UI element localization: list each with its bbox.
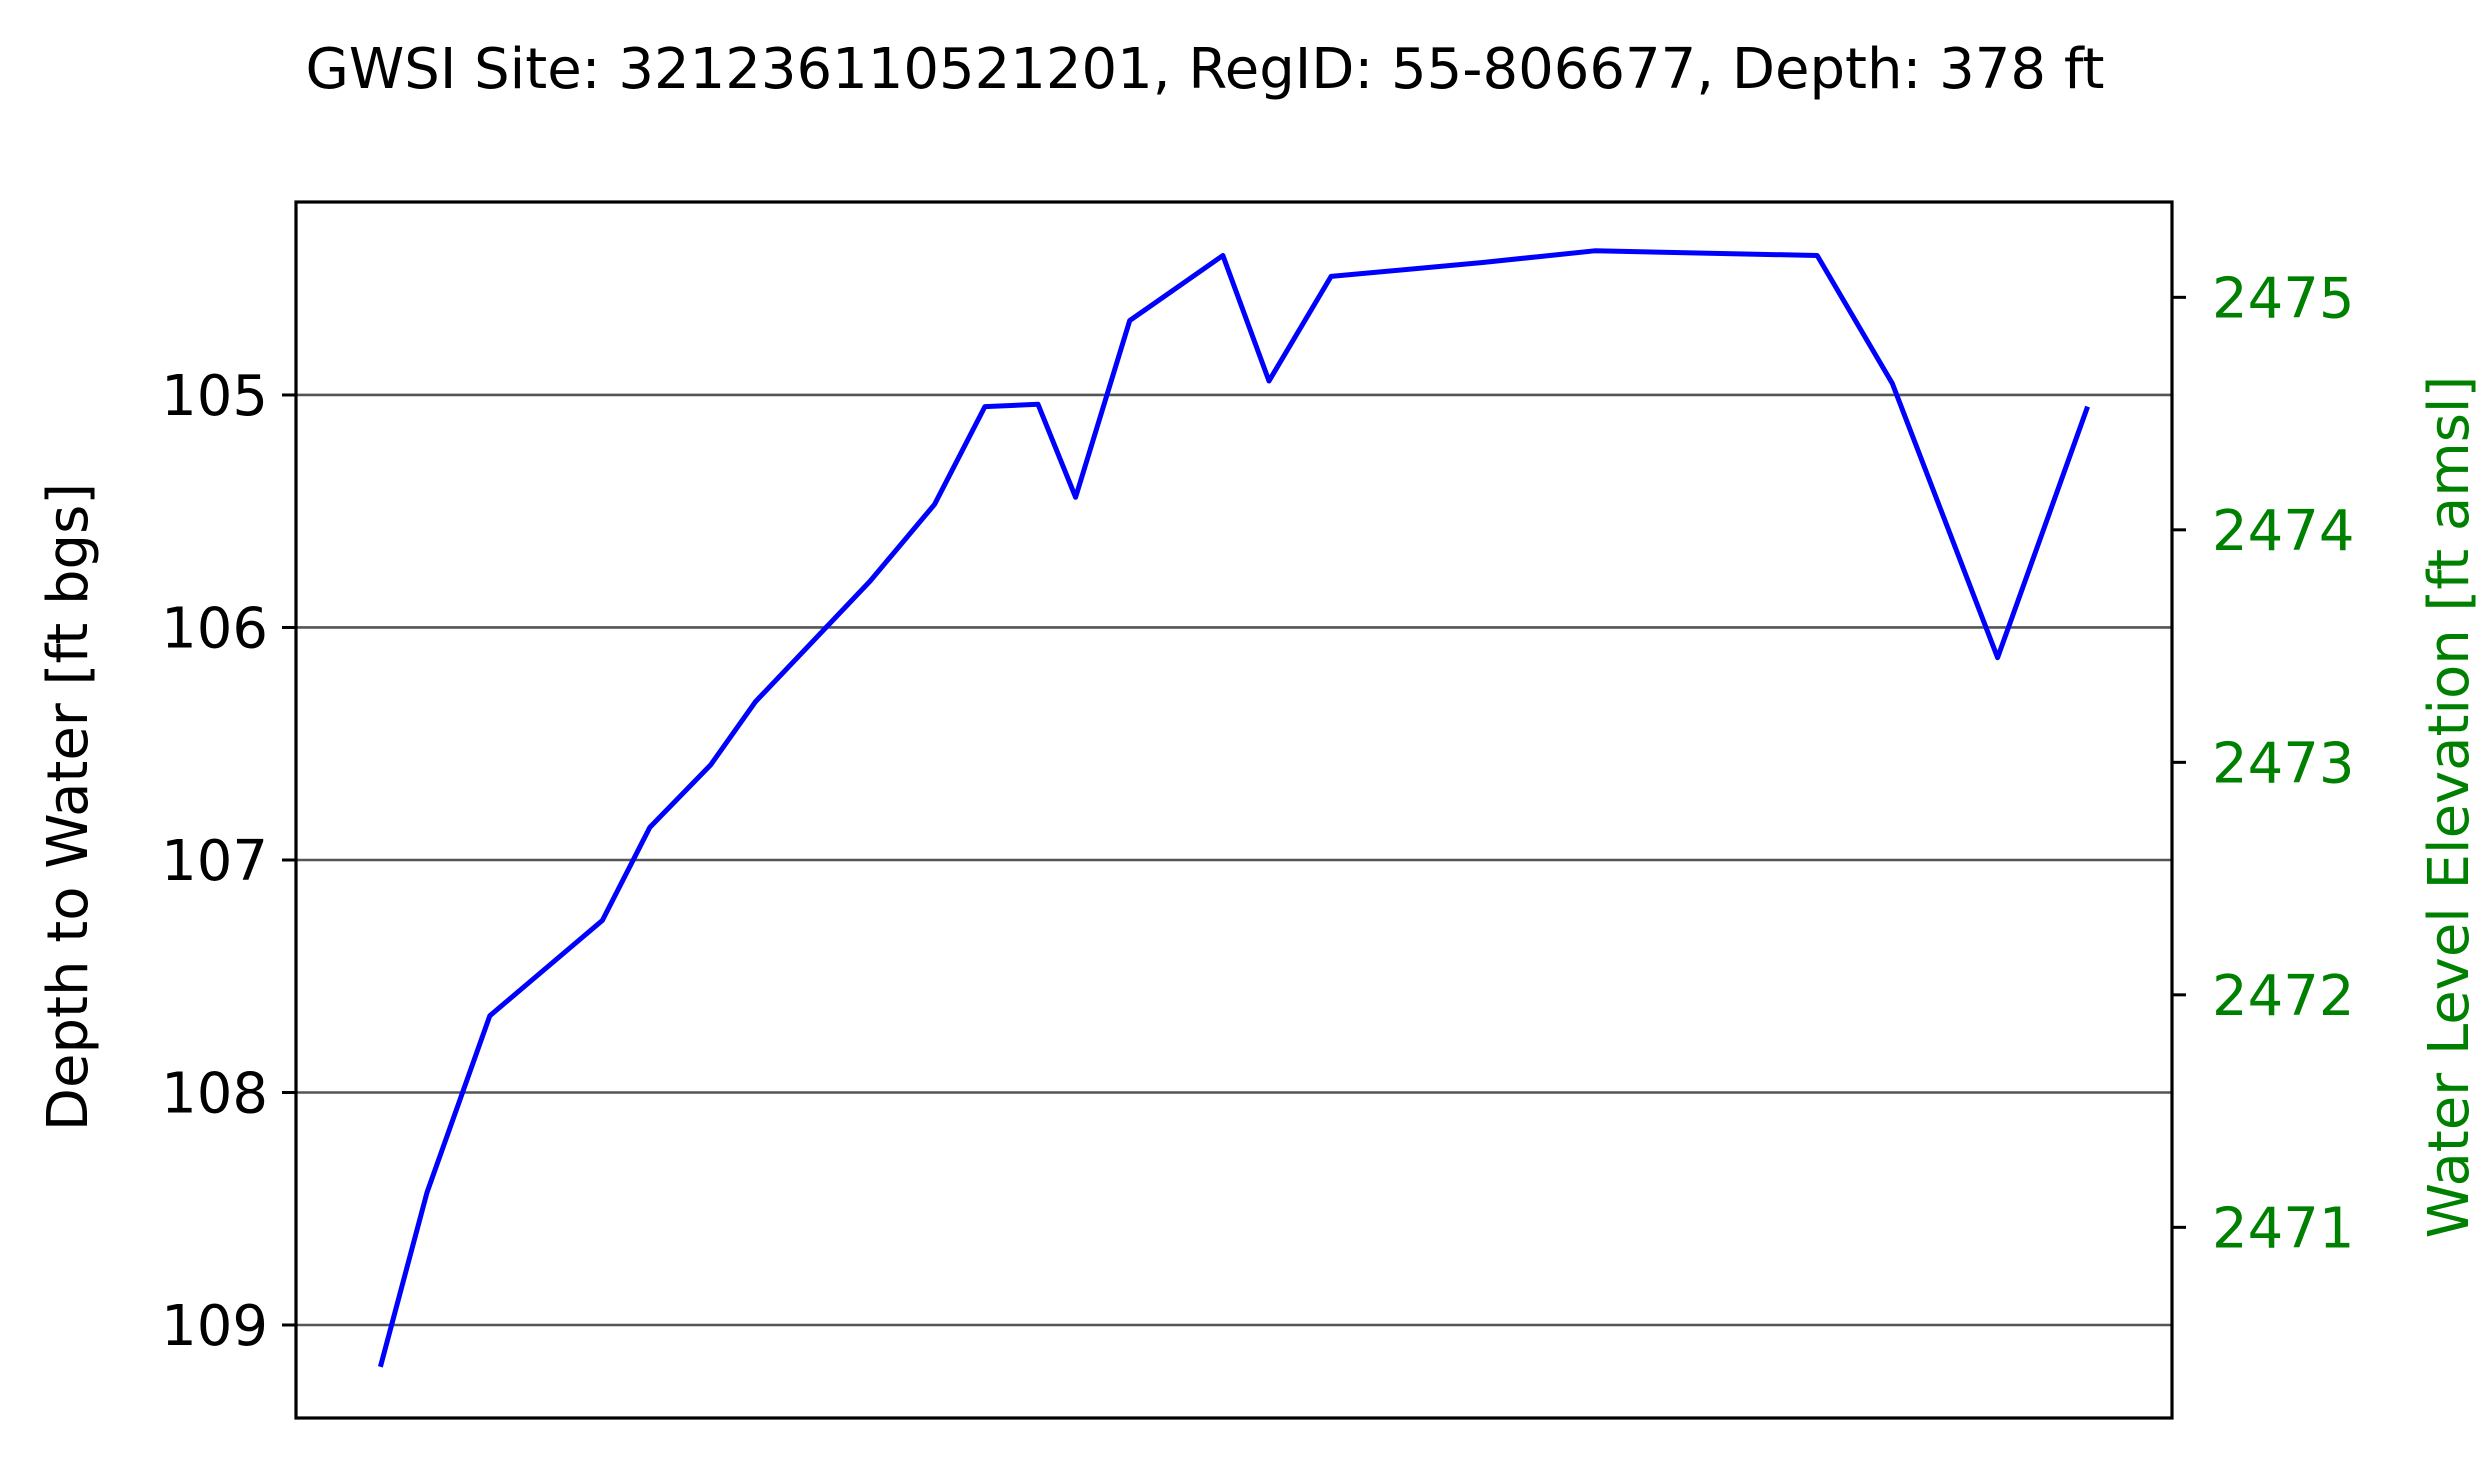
chart-title: GWSI Site: 321236110521201, RegID: 55-80… (306, 37, 2105, 102)
right-tick-label-4: 2471 (2212, 1196, 2355, 1261)
series-line (377, 248, 2090, 1368)
left-tick-label-4: 109 (161, 1294, 268, 1359)
left-tick-label-2: 107 (161, 829, 268, 894)
right-tick-label-3: 2472 (2212, 964, 2355, 1029)
right-tick-label-2: 2473 (2212, 731, 2355, 796)
right-tick-label-1: 2474 (2212, 499, 2355, 564)
left-tick-label-3: 108 (161, 1061, 268, 1126)
left-axis-label: Depth to Water [ft bgs] (36, 483, 101, 1131)
axes-frame (294, 200, 2174, 1420)
right-axis: 2475 2474 2473 2472 2471 (2172, 266, 2355, 1261)
left-tick-label-0: 105 (161, 364, 268, 429)
right-tick-label-0: 2475 (2212, 266, 2355, 331)
gridlines (296, 393, 2172, 1327)
left-axis: 105 106 107 108 109 (161, 364, 296, 1359)
plot-frame (294, 200, 2174, 1420)
left-tick-label-1: 106 (161, 596, 268, 661)
series-line-group (377, 248, 2090, 1368)
right-axis-label: Water Level Elevation [ft amsl] (2417, 376, 2482, 1239)
